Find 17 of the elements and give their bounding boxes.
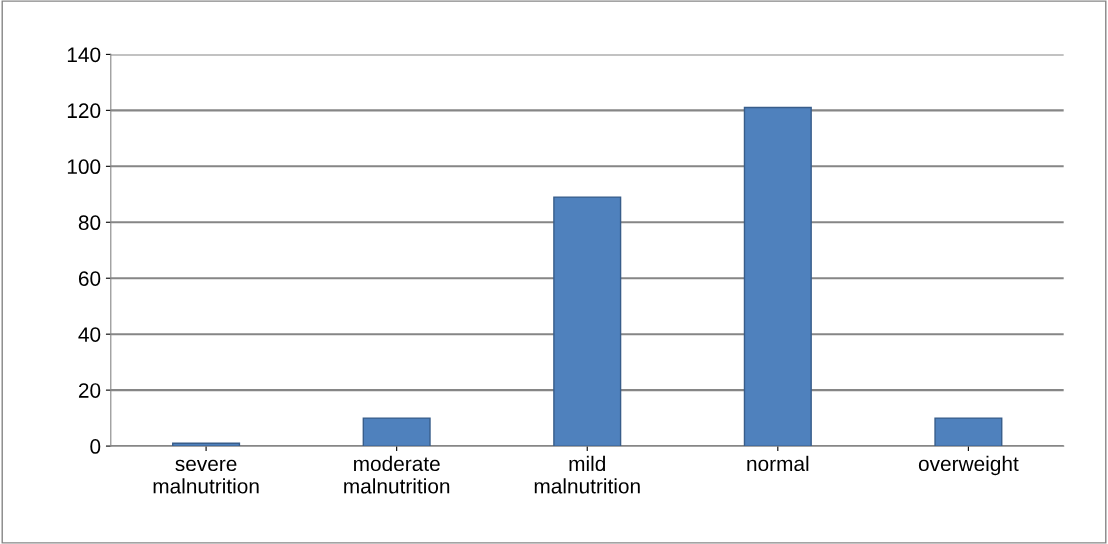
x-tick-label: moderate malnutrition	[344, 455, 450, 494]
y-tick-label: 120	[67, 103, 101, 119]
x-tick-label: severe malnutrition	[153, 459, 259, 494]
y-tick-label: 40	[78, 327, 101, 342]
x-tick-label: mild malnutrition	[534, 455, 640, 494]
y-tick-label: 140	[67, 47, 101, 63]
y-tick-label: 100	[67, 159, 101, 175]
bar	[362, 417, 431, 447]
bar	[743, 106, 812, 447]
y-tick-label: 60	[78, 271, 101, 286]
y-tick-label: 0	[90, 439, 101, 454]
y-tick-label: 80	[78, 215, 101, 231]
y-tick-label: 20	[78, 383, 101, 398]
x-tick-label: normal	[747, 455, 809, 472]
x-tick-label: overweight	[918, 455, 1019, 476]
bar	[934, 417, 1003, 447]
bar	[553, 196, 622, 447]
